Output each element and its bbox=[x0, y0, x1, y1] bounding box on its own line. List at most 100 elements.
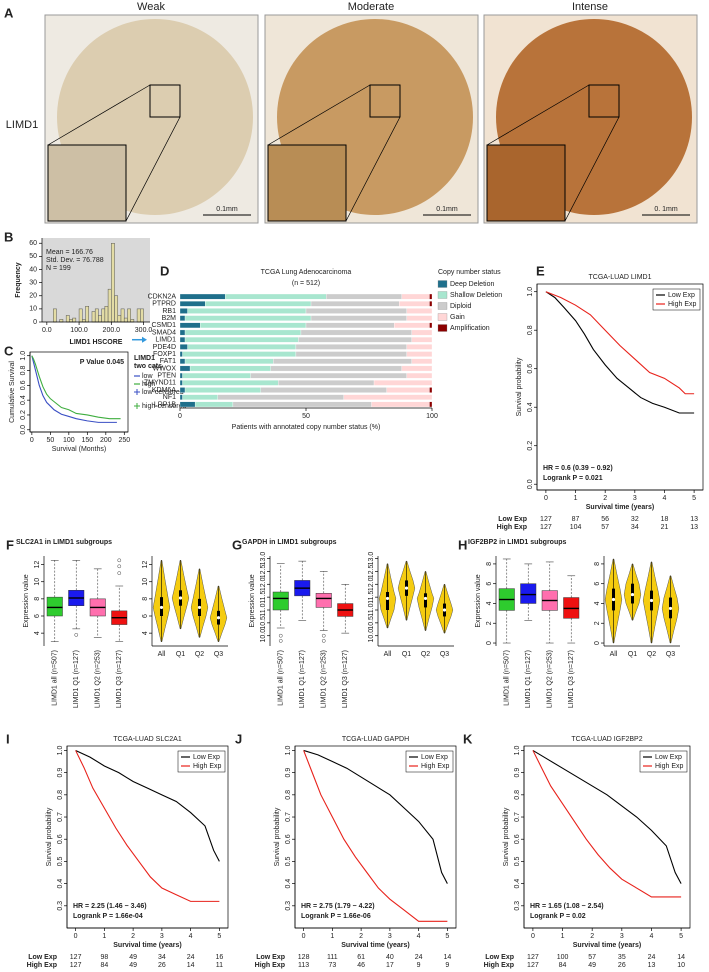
y-tick-label: 0.9 bbox=[514, 768, 521, 778]
annotation: HR = 0.6 (0.39 − 0.92) bbox=[543, 465, 613, 472]
x-tick-label: 5 bbox=[692, 495, 696, 502]
risk-table-value: 87 bbox=[572, 516, 580, 523]
bar-segment bbox=[411, 336, 433, 343]
x-tick-label: 100 bbox=[63, 437, 75, 444]
column-title: Intense bbox=[572, 1, 608, 13]
category-label: CDKN2A bbox=[148, 293, 177, 300]
risk-table-label: Low Exp bbox=[485, 954, 514, 961]
outlier bbox=[278, 633, 283, 638]
bar-segment bbox=[411, 358, 433, 365]
y-tick-label: 10.0 bbox=[368, 629, 375, 643]
risk-table-value: 32 bbox=[631, 516, 639, 523]
y-tick-label: 0.0 bbox=[20, 425, 27, 435]
category-label: B2M bbox=[162, 315, 177, 322]
x-tick-label: 1 bbox=[330, 933, 334, 940]
risk-table-label: High Exp bbox=[497, 524, 527, 531]
histogram-bar bbox=[69, 319, 73, 323]
violin-median bbox=[197, 605, 202, 610]
bar-segment bbox=[179, 336, 186, 343]
x-tick-label: 2 bbox=[603, 495, 607, 502]
chart-title: SLC2A1 in LIMD1 subgroups bbox=[16, 539, 112, 546]
risk-table-value: 84 bbox=[559, 962, 567, 969]
x-tick-label: 4 bbox=[650, 933, 654, 940]
bar-segment bbox=[310, 301, 400, 307]
legend-swatch bbox=[437, 291, 448, 299]
legend-label: High Exp bbox=[193, 763, 222, 770]
y-tick-label: 0.8 bbox=[514, 790, 521, 800]
category-label: All bbox=[158, 651, 166, 658]
annotation: Logrank P = 1.66e-06 bbox=[301, 913, 371, 920]
legend-title: LIMD1 bbox=[134, 355, 155, 362]
risk-table-label: Low Exp bbox=[28, 954, 57, 961]
bar-segment bbox=[295, 351, 407, 357]
bar-segment bbox=[429, 301, 433, 307]
category-label: Q2 bbox=[647, 651, 656, 658]
zoom-connector bbox=[564, 116, 620, 222]
y-tick-label: 1.0 bbox=[57, 745, 64, 755]
risk-table-value: 18 bbox=[661, 516, 669, 523]
histogram-bar bbox=[140, 308, 144, 323]
zoom-box bbox=[588, 84, 620, 118]
y-tick-label: 6 bbox=[486, 582, 493, 586]
bar-segment bbox=[406, 372, 433, 379]
panel-label: H bbox=[458, 537, 467, 552]
histogram-bar bbox=[117, 315, 122, 323]
y-tick-label: 10.5 bbox=[368, 616, 375, 630]
y-tick-label: 12.0 bbox=[260, 577, 267, 591]
bar-segment bbox=[326, 293, 402, 300]
y-axis-label: Frequency bbox=[15, 262, 22, 298]
x-tick-label: 0.0 bbox=[42, 327, 52, 334]
zoom-connector bbox=[486, 84, 590, 146]
y-axis-label: Cumulative Survival bbox=[9, 361, 16, 423]
risk-table-value: 49 bbox=[129, 962, 137, 969]
risk-table-value: 56 bbox=[601, 516, 609, 523]
bar-segment bbox=[401, 365, 433, 372]
histogram-bar bbox=[101, 308, 106, 323]
survival-curve bbox=[31, 355, 117, 423]
risk-table-value: 40 bbox=[386, 954, 394, 961]
chart-title: TCGA-LUAD GAPDH bbox=[342, 736, 409, 743]
risk-table-value: 34 bbox=[158, 954, 166, 961]
y-axis-label: Expression value bbox=[249, 574, 256, 627]
risk-table-value: 113 bbox=[298, 962, 309, 969]
bar-segment bbox=[179, 344, 188, 350]
risk-table-value: 49 bbox=[588, 962, 596, 969]
y-tick-label: 13.0 bbox=[260, 552, 267, 566]
legend-title: Copy number status bbox=[438, 269, 501, 276]
y-tick-label: 0.5 bbox=[285, 856, 292, 866]
y-tick-label: 10 bbox=[34, 578, 41, 586]
x-tick-label: 5 bbox=[445, 933, 449, 940]
bar-segment bbox=[270, 365, 402, 372]
histogram-bar bbox=[123, 317, 128, 323]
x-tick-label: 1 bbox=[561, 933, 565, 940]
violin-median bbox=[159, 605, 164, 610]
risk-table-value: 14 bbox=[187, 962, 195, 969]
risk-table-value: 104 bbox=[570, 524, 582, 531]
y-tick-label: 0.5 bbox=[514, 856, 521, 866]
y-tick-label: 10 bbox=[29, 306, 37, 313]
risk-table-value: 128 bbox=[298, 954, 310, 961]
x-tick-label: 0 bbox=[74, 933, 78, 940]
y-tick-label: 11.5 bbox=[260, 590, 267, 603]
histogram-bar bbox=[104, 306, 109, 323]
outlier bbox=[117, 571, 122, 575]
chart-subtitle: (n = 512) bbox=[292, 280, 320, 287]
risk-table-value: 24 bbox=[648, 954, 656, 961]
bar-segment bbox=[205, 301, 312, 307]
category-label: LIMD1 Q3 (n=127) bbox=[568, 650, 575, 708]
chart-title: TCGA Lung Adenocarcinoma bbox=[261, 269, 352, 276]
y-tick-label: 60 bbox=[29, 240, 37, 247]
y-tick-label: 8 bbox=[142, 597, 149, 601]
x-tick-label: 5 bbox=[679, 933, 683, 940]
scale-bar-label: 0.1mm bbox=[436, 206, 458, 213]
y-tick-label: 8 bbox=[594, 562, 601, 566]
panel-label: B bbox=[4, 229, 13, 244]
legend-label: Low Exp bbox=[668, 292, 695, 299]
bar-segment bbox=[406, 344, 433, 350]
risk-table-value: 46 bbox=[357, 962, 365, 969]
category-label: Q1 bbox=[176, 651, 185, 658]
x-tick-label: 0 bbox=[178, 413, 182, 420]
y-tick-label: 12 bbox=[34, 561, 41, 569]
category-label: LIMD1 Q2 (n=253) bbox=[547, 650, 554, 708]
